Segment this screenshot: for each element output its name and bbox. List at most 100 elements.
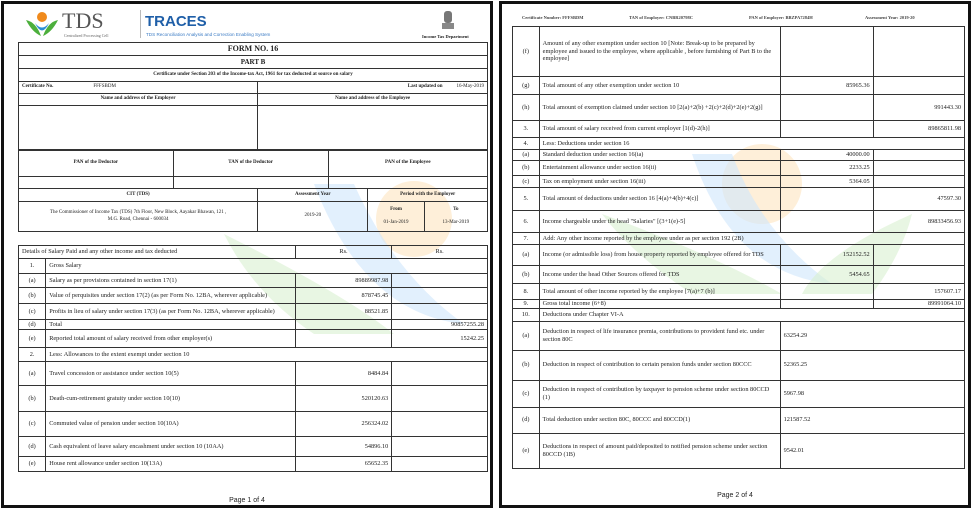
row-serial: 4. [512,137,540,150]
period-from-cell: From 01-Jan-2019 [367,201,425,232]
salary-table-header: Details of Salary Paid and any other inc… [18,245,488,259]
row-description: Deduction in respect of life insurance p… [538,320,781,351]
row-description: Cash equivalent of leave salary encashme… [45,436,296,457]
pan-deductor-value [18,176,174,189]
to-label: To [453,207,459,213]
row-description: Total deduction under section 80C, 80CCC… [538,406,781,434]
national-emblem-icon [442,11,454,29]
table-row: 6. Income chargeable under the head "Sala… [512,210,966,233]
page-number: Page 1 of 4 [229,497,265,504]
table-row: 8. Total amount of other income reported … [512,283,966,300]
assessment-year: 2019-20 [257,201,369,232]
row-serial: 9. [512,299,540,309]
table-row: (c) Deduction in respect of contribution … [512,379,966,408]
tan-deductor-label: TAN of the Deductor [172,150,329,177]
form-part: PART B [18,55,488,69]
row-description: Income chargeable under the head "Salari… [538,210,781,233]
row-amount: 5967.98 [779,379,966,408]
row-description: Value of perquisites under section 17(2)… [45,287,296,304]
row-description: Total [45,319,296,330]
row-serial: (b) [17,385,47,412]
logo-divider [140,10,141,38]
table-row: (b) Death-cum-retirement gratuity under s… [17,385,488,412]
row-serial: (f) [512,26,540,77]
table-row: (a) Standard deduction under section 16(i… [512,149,966,161]
row-description: Deductions under Chapter VI-A [538,307,966,322]
row-serial: (e) [512,432,540,469]
row-amount-2 [391,385,488,412]
table-row: 1. Gross Salary [17,258,488,274]
table-row: (e) House rent allowance under section 10… [17,456,488,472]
last-updated-label: Last updated on [407,84,443,90]
row-description: Amount of any other exemption under sect… [538,26,781,77]
row-amount-1 [779,94,874,121]
row-serial: (a) [512,244,540,266]
row-serial: (c) [17,303,47,320]
row-amount-1 [294,319,393,330]
table-row: (f) Amount of any other exemption under s… [512,26,966,77]
row-amount-1: 256324.02 [294,411,393,437]
to-date: 13-Mar-2019 [442,219,470,225]
tds-logo-icon [26,12,58,36]
employee-name-label: Name and address of the Employee [257,93,488,106]
table-row: (b) Income under the head Other Sources o… [512,265,966,284]
form-header-table: FORM NO. 16 PART B Certificate under Sec… [17,42,488,150]
table-row: (e) Deductions in respect of amount paid/… [512,432,966,469]
row-amount-2: 47597.30 [872,187,966,211]
row-description: Gross total income (6+8) [538,299,781,309]
row-serial: (e) [17,329,47,348]
form-title: FORM NO. 16 [18,42,488,56]
row-amount-1: 878745.45 [294,287,393,304]
row-amount-1: 5364.05 [779,175,874,188]
row-amount-1: 65652.35 [294,456,393,472]
row-serial: 5. [512,187,540,211]
certificate-no: FFFSBDM [93,84,116,90]
emblem-caption: Income Tax Department [422,34,469,39]
traces-logo-text: TRACES [145,13,207,30]
table-row: 10. Deductions under Chapter VI-A [512,307,966,322]
row-amount-2: 89865811.98 [872,120,966,138]
row-serial: 10. [512,307,540,322]
row-serial: (g) [512,76,540,95]
row-serial: (c) [17,411,47,437]
row-serial: (b) [512,160,540,176]
row-description: Death-cum-retirement gratuity under sect… [45,385,296,412]
row-serial: 7. [512,232,540,245]
table-row: (a) Salary as per provisions contained in… [17,273,488,288]
row-amount-1: 89889987.98 [294,273,393,288]
header-assessment-year: Assessment Year: 2019-20 [865,15,915,20]
period-label: Period with the Employer [367,188,488,202]
row-amount-2 [391,361,488,386]
pan-tan-table: PAN of the Deductor TAN of the Deductor PA… [18,150,489,189]
row-serial: (c) [512,379,540,408]
page-number: Page 2 of 4 [717,492,753,499]
row-serial: (c) [512,175,540,188]
tds-logo-text: TDS [62,8,104,33]
row-amount-2 [872,160,966,176]
pan-deductor-label: PAN of the Deductor [18,150,174,177]
row-amount: 52365.25 [779,349,966,381]
row-description: Add: Any other income reported by the em… [538,232,966,245]
row-amount-2 [872,265,966,284]
row-serial: 2. [17,347,47,362]
row-serial: (a) [512,149,540,161]
row-amount-1: 5454.65 [779,265,874,284]
row-description: Deductions in respect of amount paid/dep… [538,432,781,469]
header-tan-employer: TAN of Employer: CNBR20798C [629,15,694,20]
row-amount-1: 54896.10 [294,436,393,457]
table-row: (a) Income (or admissible loss) from hous… [512,244,966,266]
cit-table: CIT (TDS) Assessment Year Period with the … [17,188,489,232]
row-description: Entertainment allowance under section 16… [538,160,781,176]
form16-page-1: TDS Centralized Processing Cell TRACES T… [1,1,493,508]
row-amount-2 [391,411,488,437]
row-amount-2 [872,76,966,95]
row-description: Less: Deductions under section 16 [538,137,966,150]
row-serial: (d) [17,319,47,330]
row-amount-2 [391,303,488,320]
pan-employee-value [327,176,489,189]
row-amount-1 [779,283,874,300]
row-amount: 9542.01 [779,432,966,469]
row-amount-1 [779,299,874,309]
table-row: (b) Entertainment allowance under section… [512,160,966,176]
row-serial: (b) [512,265,540,284]
